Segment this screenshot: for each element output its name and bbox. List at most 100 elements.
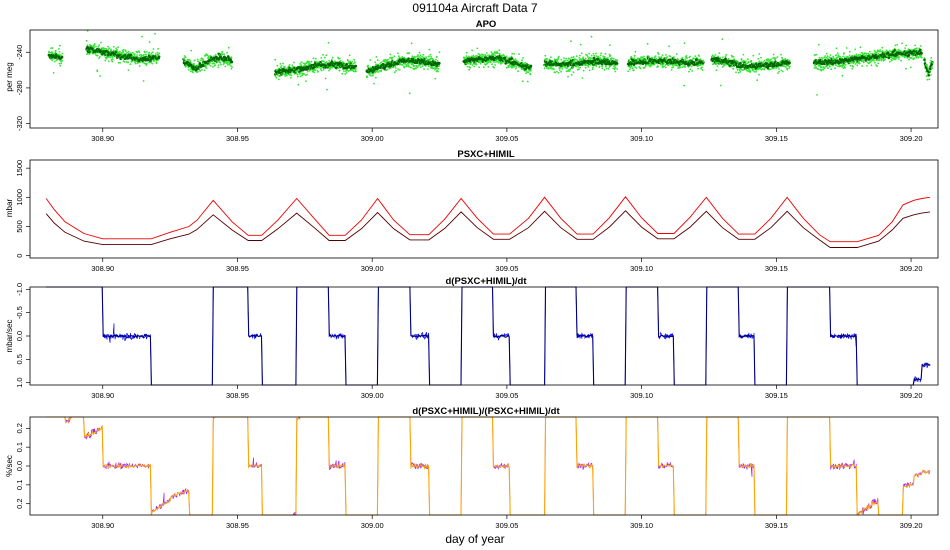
y-tick-label: -1.0 (15, 283, 24, 296)
apo-point-light (930, 74, 932, 76)
apo-point-light (339, 60, 342, 62)
apo-point-light (418, 51, 421, 54)
apo-point-light (931, 67, 933, 70)
apo-point-light (397, 55, 400, 58)
apo-point-light (715, 63, 718, 65)
apo-point-light (189, 60, 192, 63)
apo-point-light (408, 92, 411, 95)
apo-point-light (605, 67, 608, 70)
apo-point-light (428, 55, 431, 58)
apo-point-light (58, 62, 61, 65)
apo-point-light (102, 47, 105, 50)
x-tick-label: 309.20 (900, 521, 923, 530)
apo-point-light (413, 68, 415, 71)
apo-point-light (662, 63, 665, 66)
apo-point-light (434, 68, 436, 71)
apo-point-light (274, 75, 277, 78)
apo-point-light (760, 56, 762, 59)
apo-point-light (145, 53, 147, 56)
apo-point-light (691, 70, 693, 72)
apo-point-light (639, 67, 642, 70)
apo-point-light (404, 63, 406, 65)
panel-pressure: PSXC+HIMIL mbar 308.90 308.95 309.00 309.05… (5, 149, 939, 273)
apo-point-light (214, 53, 217, 56)
apo-point-light (763, 67, 766, 70)
apo-point-light (657, 53, 660, 55)
apo-point-light (226, 62, 229, 64)
apo-point-light (570, 73, 573, 76)
apo-point-light (573, 59, 576, 62)
x-tick-label: 309.00 (361, 391, 384, 400)
apo-point-light (522, 57, 524, 59)
apo-point-light (150, 52, 153, 55)
apo-point-light (716, 65, 719, 68)
apo-point-light (115, 47, 117, 50)
apo-point-light (670, 69, 673, 71)
apo-point-dark (529, 64, 533, 68)
apo-point-light (876, 65, 878, 67)
apo-point-light (513, 53, 515, 55)
apo-point-light (498, 53, 501, 55)
x-tick-label: 308.95 (226, 134, 249, 143)
apo-point-light (304, 74, 307, 77)
apo-point-light (393, 71, 396, 74)
apo-point-light (210, 65, 212, 67)
apo-point-light (518, 53, 520, 55)
apo-point-light (928, 78, 931, 81)
apo-point-light (314, 69, 317, 71)
apo-point-light (324, 77, 327, 80)
apo-point-light (859, 46, 862, 49)
apo-point-light (607, 57, 609, 59)
apo-point-light (673, 56, 675, 58)
x-tick-label: 309.00 (361, 521, 384, 530)
apo-point-light (474, 55, 477, 57)
apo-point-light (389, 67, 392, 70)
apo-point-light (274, 58, 277, 61)
apo-point-light (654, 62, 656, 65)
apo-point-light (190, 62, 193, 65)
apo-point-light (676, 65, 679, 67)
apo-point-light (290, 76, 292, 79)
apo-segment (462, 47, 533, 83)
apo-point-light (592, 52, 595, 55)
apo-point-light (407, 64, 410, 67)
apo-point-light (423, 68, 425, 70)
apo-point-light (328, 69, 330, 72)
apo-point-light (184, 56, 187, 59)
apo-point-light (582, 69, 585, 72)
svg-text:per meg: per meg (5, 62, 14, 91)
apo-point-light (553, 68, 555, 71)
apo-point-light (110, 50, 113, 52)
apo-point-light (494, 64, 496, 66)
apo-point-light (581, 77, 584, 79)
apo-point-light (464, 57, 467, 59)
apo-point-light (220, 63, 222, 66)
apo-point-light (722, 56, 724, 59)
apo-point-light (205, 67, 208, 69)
apo-point-light (884, 58, 886, 61)
apo-point-light (120, 52, 122, 54)
apo-point-light (570, 56, 573, 59)
x-tick-label: 308.95 (226, 391, 249, 400)
panel-pressure-x-ticks: 308.90 308.95 309.00 309.05 309.10 309.15 309.… (91, 258, 923, 273)
apo-point-light (590, 35, 593, 38)
apo-point-light (757, 58, 760, 60)
apo-point-light (908, 58, 910, 61)
apo-point-light (719, 56, 722, 59)
apo-point-light (898, 56, 901, 58)
apo-point-light (919, 45, 922, 47)
apo-point-light (126, 51, 129, 54)
apo-point-light (388, 67, 391, 70)
apo-point-light (109, 56, 112, 59)
apo-point-light (752, 68, 755, 71)
apo-point-light (394, 67, 397, 69)
apo-point-light (98, 44, 101, 46)
apo-point-light (526, 80, 529, 83)
apo-point-light (199, 67, 201, 70)
apo-point-light (666, 56, 669, 58)
apo-point-light (781, 70, 784, 73)
apo-point-light (299, 71, 302, 74)
apo-point-light (141, 35, 143, 38)
apo-point-light (308, 60, 310, 63)
apo-point-light (643, 67, 646, 69)
